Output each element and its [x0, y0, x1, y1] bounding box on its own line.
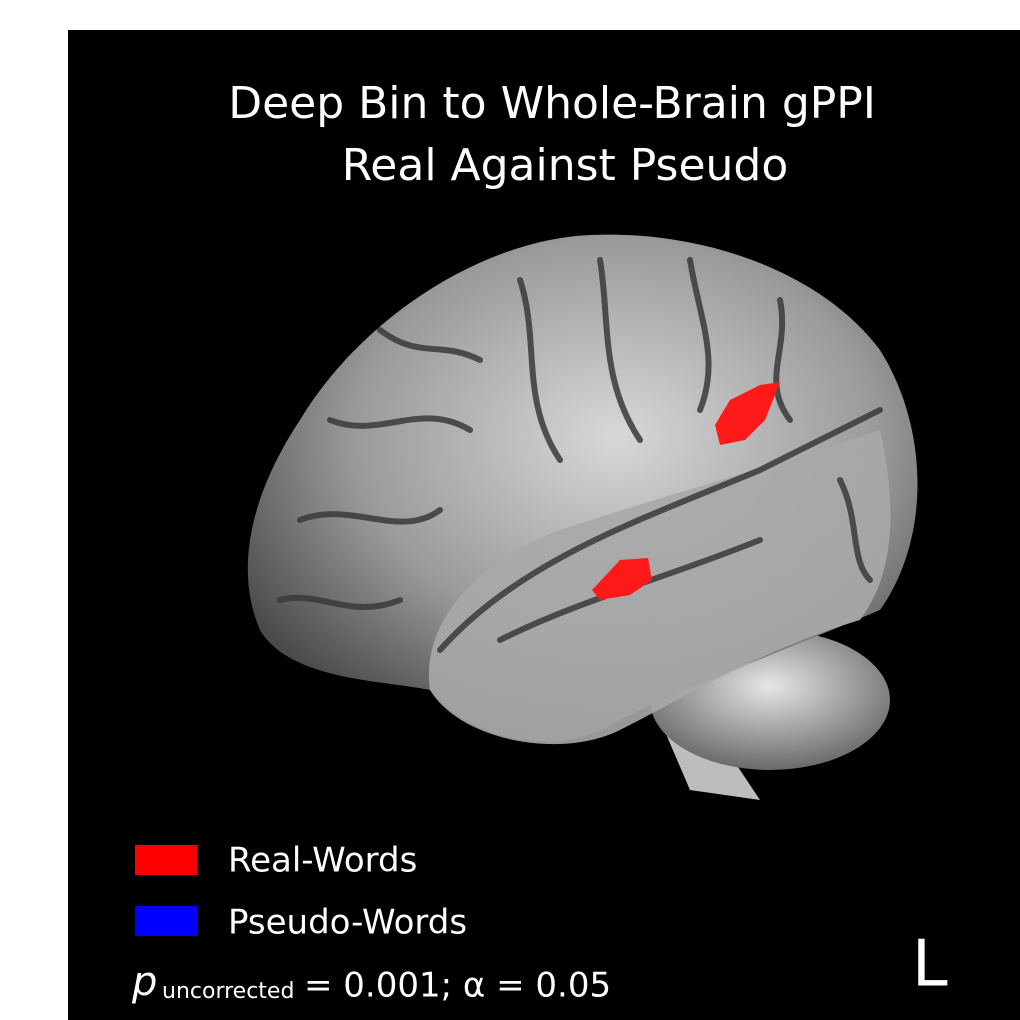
- legend-label: Real-Words: [228, 841, 417, 881]
- title-line: Real Against Pseudo: [342, 140, 789, 191]
- legend-label: Pseudo-Words: [228, 903, 467, 943]
- hemisphere-label: L: [912, 928, 948, 1002]
- figure: Deep Bin to Whole-Brain gPPI Real Agains…: [0, 0, 1020, 1020]
- stat-subscript: uncorrected: [162, 979, 294, 1004]
- stat-symbol: p: [131, 959, 157, 1005]
- legend-swatch: [135, 845, 197, 875]
- stat-text: = 0.001; α = 0.05: [304, 966, 611, 1006]
- title-line: Deep Bin to Whole-Brain gPPI: [228, 78, 876, 129]
- legend-swatch: [135, 906, 197, 936]
